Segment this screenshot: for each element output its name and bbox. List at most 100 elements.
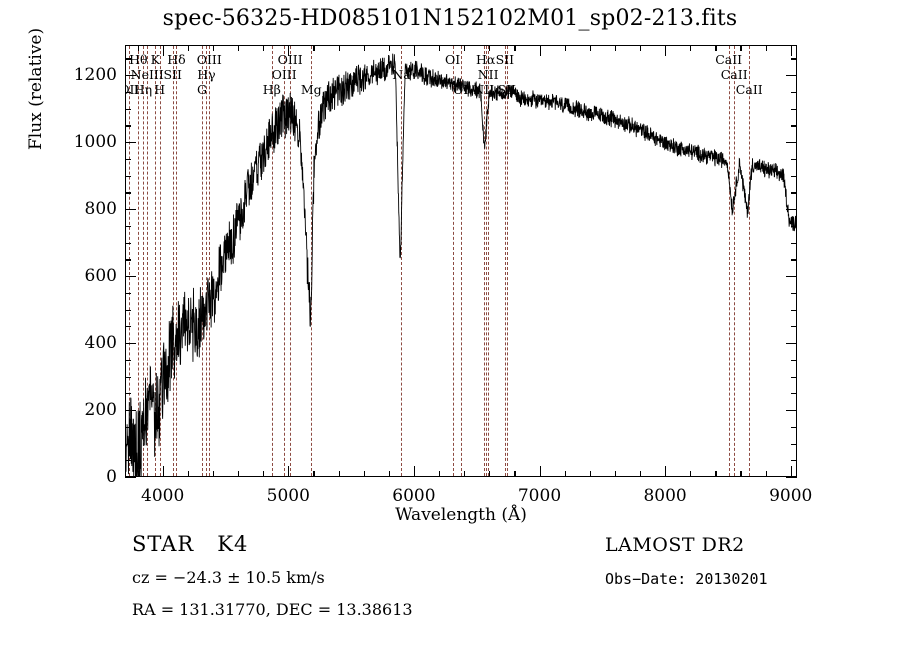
marker-line-NII: [483, 46, 485, 476]
marker-line-K: [155, 46, 157, 476]
y-tick: [791, 393, 797, 395]
x-tick: [363, 471, 365, 477]
coordinates: RA = 131.31770, DEC = 13.38613: [132, 600, 413, 619]
y-tick: [125, 192, 131, 194]
marker-line-H: [138, 46, 140, 476]
x-tick: [639, 471, 642, 477]
spectral-type: K4: [217, 532, 249, 556]
x-tick: [439, 45, 441, 51]
y-tick: [791, 125, 797, 127]
x-tick: [388, 471, 390, 477]
y-tick: [791, 359, 797, 361]
y-tick: [125, 158, 131, 161]
y-tick: [125, 376, 131, 378]
y-tick-label: 400: [84, 333, 117, 354]
y-tick: [786, 410, 797, 412]
page-title: spec-56325-HD085101N152102M01_sp02-213.f…: [162, 6, 738, 31]
y-tick: [125, 242, 131, 244]
y-tick: [125, 309, 131, 311]
x-tick: [238, 471, 240, 477]
spectrum-curve: [126, 53, 796, 476]
marker-line-SII: [172, 46, 174, 476]
y-tick: [125, 276, 136, 278]
x-tick: [665, 45, 667, 56]
y-tick: [786, 477, 797, 479]
x-tick: [790, 45, 792, 56]
y-tick: [125, 175, 131, 177]
x-tick: [363, 45, 365, 51]
y-tick: [786, 209, 797, 211]
x-tick: [690, 471, 692, 477]
x-tick-label: 4000: [141, 486, 185, 506]
x-tick: [162, 466, 164, 477]
x-tick: [514, 45, 516, 51]
x-tick-label: 6000: [392, 486, 436, 506]
x-tick: [187, 45, 189, 51]
x-tick: [514, 471, 516, 477]
marker-line-OI: [460, 46, 462, 476]
marker-line-H: [159, 46, 161, 476]
y-tick-label: 600: [84, 266, 117, 287]
x-tick-label: 5000: [266, 486, 310, 506]
y-tick: [791, 192, 797, 194]
y-tick: [125, 426, 131, 428]
y-tick: [791, 259, 797, 261]
y-tick: [791, 460, 797, 462]
x-tick: [288, 466, 290, 477]
y-tick: [125, 142, 136, 144]
y-tick: [791, 309, 797, 311]
y-tick: [791, 443, 797, 445]
y-tick: [125, 108, 131, 110]
x-tick: [614, 471, 617, 477]
y-tick: [791, 242, 797, 244]
marker-line-OIII: [284, 46, 286, 476]
x-tick: [413, 45, 416, 56]
marker-line-G: [201, 46, 203, 476]
y-tick: [125, 343, 136, 345]
marker-line-H: [271, 46, 273, 476]
x-tick: [539, 466, 541, 477]
y-tick: [125, 460, 131, 462]
marker-line-SII: [506, 46, 508, 476]
x-tick: [137, 471, 139, 477]
marker-line-CaII: [734, 46, 736, 476]
y-tick: [125, 292, 131, 294]
y-tick: [791, 158, 797, 161]
marker-line-OII: [129, 46, 131, 476]
x-tick: [338, 471, 340, 477]
y-tick: [125, 259, 131, 261]
marker-line-OI: [452, 46, 454, 476]
x-axis-title: Wavelength (Å): [395, 505, 527, 525]
object-class: STAR: [132, 532, 195, 556]
y-tick: [791, 426, 797, 428]
x-tick: [589, 471, 591, 477]
y-tick: [791, 108, 797, 110]
x-tick: [313, 471, 315, 477]
marker-line-Na: [401, 46, 403, 476]
x-tick: [288, 45, 290, 56]
y-tick: [125, 410, 136, 412]
redshift-velocity: cz = −24.3 ± 10.5 km/s: [132, 568, 325, 587]
y-tick: [791, 175, 797, 177]
x-tick: [639, 45, 642, 51]
y-axis-title: Flux (relative): [26, 27, 46, 150]
marker-line-CaII: [728, 46, 730, 476]
observation-date: Obs−Date: 20130201: [605, 570, 768, 588]
y-tick: [125, 125, 131, 127]
marker-line-OIII: [209, 46, 211, 476]
y-tick: [125, 359, 131, 361]
x-tick: [137, 45, 139, 51]
y-tick: [786, 276, 797, 278]
footer-info: STAR K4 cz = −24.3 ± 10.5 km/s RA = 131.…: [0, 532, 900, 642]
x-tick: [263, 45, 265, 51]
x-tick: [539, 45, 541, 56]
y-tick: [791, 326, 797, 328]
y-tick: [791, 376, 797, 378]
y-tick: [786, 343, 797, 345]
x-tick: [564, 471, 566, 477]
marker-line-H: [142, 46, 144, 476]
y-tick: [125, 443, 131, 445]
y-tick: [125, 477, 136, 479]
marker-line-H: [206, 46, 208, 476]
x-tick: [765, 471, 767, 477]
